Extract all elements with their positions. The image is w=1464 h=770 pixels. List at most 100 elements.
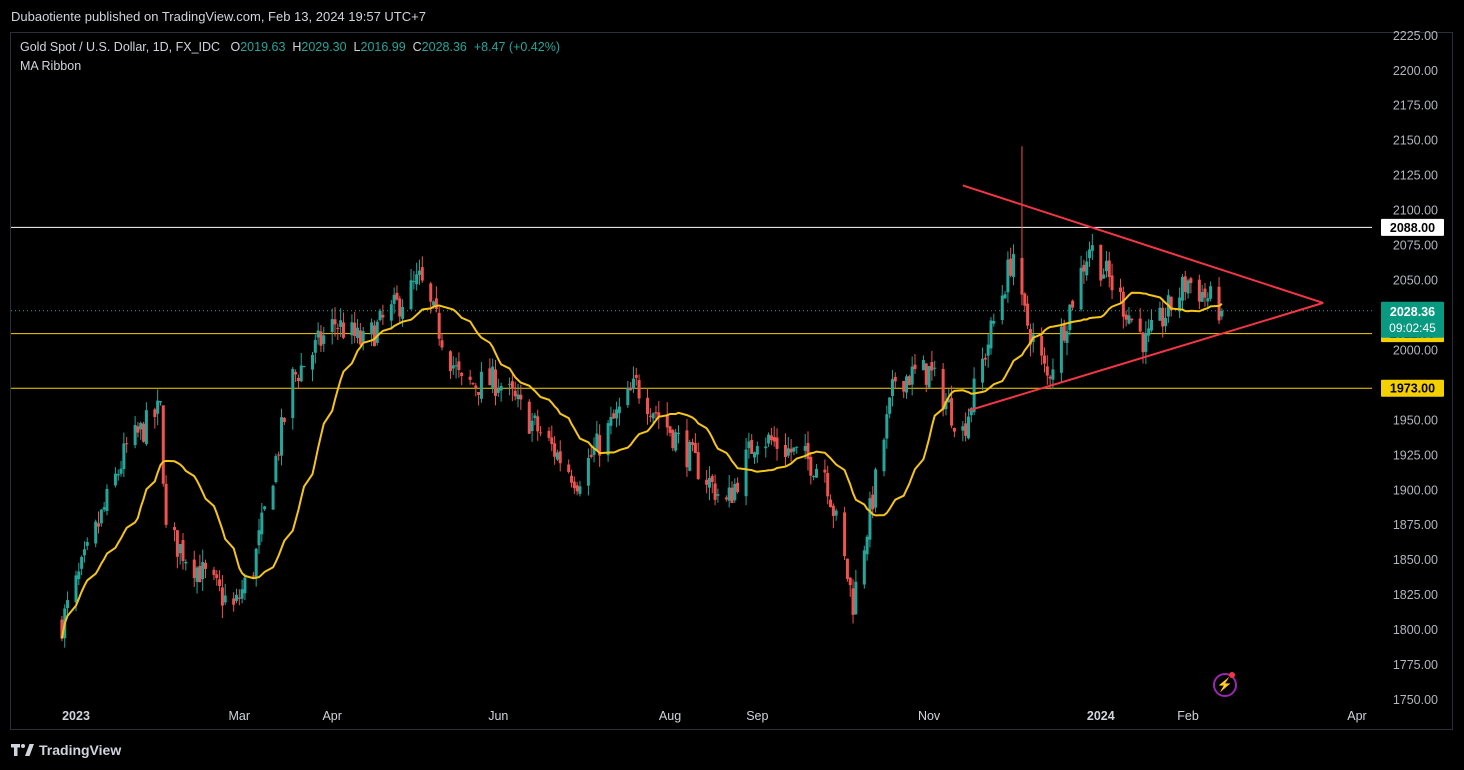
candle-body [153, 409, 157, 418]
candle-body [595, 433, 599, 451]
candle-body [812, 476, 816, 478]
candle-body [893, 376, 897, 382]
x-tick-label: Feb [1177, 709, 1199, 723]
low-label: L [353, 40, 361, 54]
candle-body [1149, 319, 1153, 331]
published-by-text: Dubaotiente published on TradingView.com… [11, 9, 426, 24]
candle-body [1023, 293, 1027, 306]
candle-body [350, 322, 354, 336]
candle-body [1068, 304, 1072, 331]
candle-body [1104, 260, 1108, 272]
candle-body [468, 376, 472, 380]
candle-body [567, 464, 571, 473]
candle-body [263, 506, 267, 510]
y-tick-label: 2225.00 [1393, 29, 1438, 43]
candle-body [1217, 286, 1221, 321]
candle-body [1006, 259, 1010, 293]
candle-body [1178, 297, 1182, 312]
candle-body [1009, 258, 1013, 276]
candle-body [113, 473, 117, 486]
candle-body [713, 483, 717, 500]
candle-body [874, 469, 878, 508]
high-label: H [292, 40, 302, 54]
candle-body [1209, 286, 1213, 299]
candle-body [539, 432, 543, 434]
y-tick-label: 2125.00 [1393, 169, 1438, 183]
chart-frame[interactable] [10, 32, 1453, 730]
candle-body [905, 376, 909, 393]
candle-body [330, 319, 334, 333]
candle-body [744, 449, 748, 497]
candle-body [890, 379, 894, 397]
candle-body [322, 335, 326, 344]
candle-body [710, 476, 714, 483]
candle-body [1119, 287, 1123, 292]
candle-body [142, 423, 146, 442]
x-tick-label: Jun [488, 709, 508, 723]
candle-body [1180, 276, 1184, 301]
candle-body [302, 366, 306, 368]
candle-body [589, 454, 593, 458]
candle-body [460, 372, 464, 377]
candle-body [527, 401, 531, 434]
candle-body [341, 322, 345, 338]
current-price-label: 2028.36 [1390, 305, 1435, 319]
candle-body [274, 456, 278, 482]
candle-body [508, 383, 512, 385]
triangle-lower-line[interactable] [968, 301, 1324, 412]
candle-body [769, 435, 773, 441]
triangle-upper-line[interactable] [962, 184, 1324, 304]
candle-body [707, 477, 711, 488]
candle-body [85, 542, 89, 546]
candle-body [1164, 317, 1168, 327]
brand-name: TradingView [39, 742, 122, 758]
candle-body [119, 468, 123, 474]
candle-body [477, 392, 481, 395]
candle-body [941, 368, 945, 410]
candle-body [1124, 314, 1128, 320]
indicator-name[interactable]: MA Ribbon [20, 59, 82, 73]
candle-body [789, 448, 793, 453]
candle-body [82, 549, 86, 556]
y-tick-label: 1925.00 [1393, 448, 1438, 462]
candle-body [1090, 245, 1094, 251]
candle-body [981, 358, 985, 383]
candle-body [654, 412, 658, 414]
candle-body [181, 540, 185, 562]
change-value: +8.47 (+0.42%) [473, 40, 560, 54]
candle-body [693, 443, 697, 454]
candle-body [674, 432, 678, 451]
lightning-icon[interactable]: ⚡ [1213, 673, 1237, 697]
candle-body [676, 433, 680, 435]
candle-body [558, 451, 562, 464]
y-tick-label: 1800.00 [1393, 623, 1438, 637]
candle-body [437, 312, 441, 339]
svg-text:2088.00: 2088.00 [1390, 221, 1435, 235]
candle-body [696, 452, 700, 479]
tradingview-brand[interactable]: TradingView [11, 742, 121, 758]
candle-body [606, 423, 610, 456]
candle-body [296, 377, 300, 382]
candle-body [356, 327, 360, 338]
candle-body [969, 408, 973, 416]
symbol-legend[interactable]: Gold Spot / U.S. Dollar, 1D, FX_IDC O201… [20, 40, 560, 54]
y-tick-label: 1900.00 [1393, 483, 1438, 497]
candle-body [144, 410, 148, 445]
candle-body [637, 380, 641, 399]
y-tick-label: 1750.00 [1393, 693, 1438, 707]
candle-body [375, 321, 379, 343]
candle-body [626, 388, 630, 406]
candle-body [417, 270, 421, 275]
candle-body [961, 426, 965, 431]
candle-body [885, 414, 889, 439]
ma-ribbon-line[interactable] [60, 291, 1223, 639]
candle-body [277, 454, 281, 456]
candle-body [378, 310, 382, 321]
candle-body [902, 380, 906, 392]
notification-dot [1229, 672, 1235, 678]
candle-body [1040, 335, 1044, 356]
y-tick-label: 1825.00 [1393, 588, 1438, 602]
candle-body [651, 413, 655, 419]
candle-body [598, 435, 602, 456]
